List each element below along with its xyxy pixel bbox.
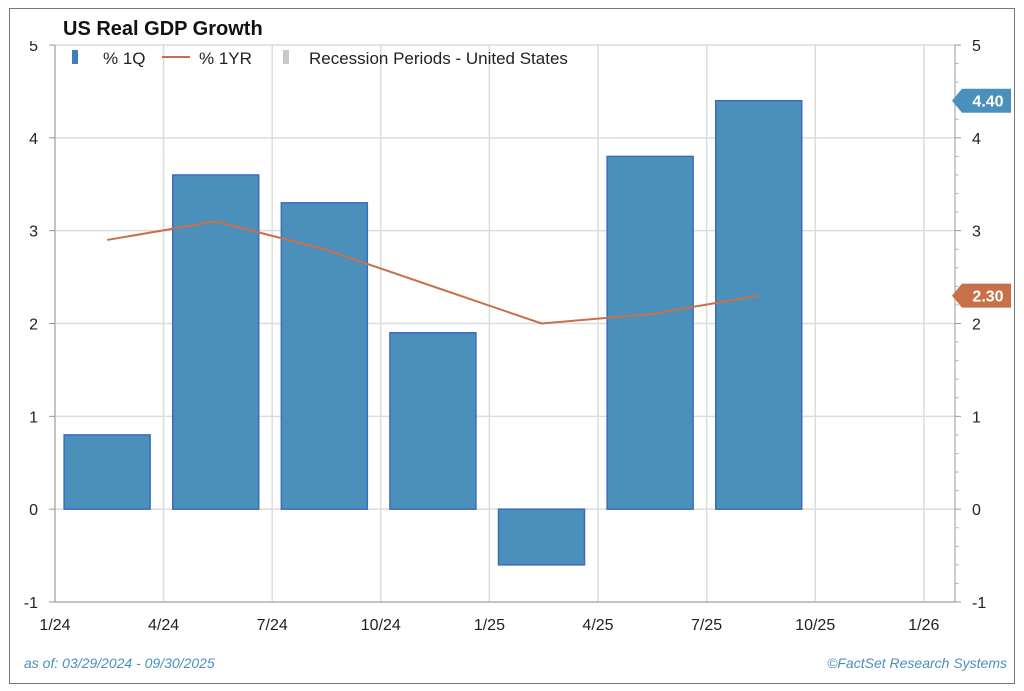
legend: % 1Q % 1YR Recession Periods - United Stat… xyxy=(72,49,568,68)
legend-label-recession: Recession Periods - United States xyxy=(309,49,568,68)
x-tick-label: 10/25 xyxy=(795,617,835,634)
y-tick-left: 2 xyxy=(29,317,38,334)
chart-title: US Real GDP Growth xyxy=(63,18,263,40)
x-tick-label: 1/24 xyxy=(39,617,70,634)
y-tick-right: 4 xyxy=(972,131,981,148)
y-tick-left: 1 xyxy=(29,409,38,426)
last-value-label: 2.30 xyxy=(972,289,1003,306)
bar-q2-2025 xyxy=(606,155,694,510)
x-tick-label: 7/24 xyxy=(257,617,288,634)
bar-q1-2025 xyxy=(497,508,586,566)
y-tick-left: 0 xyxy=(29,502,38,519)
x-tick-label: 1/26 xyxy=(908,617,939,634)
bar-q3-2025 xyxy=(714,99,803,510)
bar-q1-2024 xyxy=(63,434,151,510)
last-value-tag xyxy=(952,88,1011,113)
bar-q4-2024 xyxy=(389,332,477,510)
x-tick-label: 10/24 xyxy=(361,617,401,634)
last-value-tag xyxy=(952,283,1011,308)
last-value-label: 4.40 xyxy=(972,94,1003,111)
y-tick-left: 3 xyxy=(29,224,38,241)
legend-label-1yr: % 1YR xyxy=(199,49,252,68)
y-tick-right: 0 xyxy=(972,502,981,519)
chart-frame xyxy=(9,8,1015,684)
value-callouts: 4.40 2.30 xyxy=(952,88,1011,308)
y-tick-left: 4 xyxy=(29,131,38,148)
legend-label-1q: % 1Q xyxy=(103,49,146,68)
y-tick-right: 5 xyxy=(972,38,981,55)
bars xyxy=(63,99,803,566)
date-range: as of: 03/29/2024 - 09/30/2025 xyxy=(24,655,215,671)
y-tick-right: 1 xyxy=(972,409,981,426)
y-tick-right: 2 xyxy=(972,317,981,334)
bar-q2-2024 xyxy=(171,174,260,510)
bar-q3-2024 xyxy=(280,202,369,510)
legend-bar-swatch xyxy=(72,50,78,64)
x-tick-label: 4/25 xyxy=(582,617,613,634)
line-series xyxy=(106,220,759,325)
y-tick-left: 5 xyxy=(29,38,38,55)
x-tick-label: 7/25 xyxy=(691,617,722,634)
axes: -1 -1 0 0 1 1 2 2 3 3 4 4 5 5 1/24 4/24 7/24 10/24 1/25 4/2… xyxy=(24,38,987,634)
x-tick-label: 1/25 xyxy=(474,617,505,634)
y-tick-right: -1 xyxy=(972,595,986,612)
y-tick-right: 3 xyxy=(972,224,981,241)
y-tick-left: -1 xyxy=(24,595,38,612)
source-credit: ©FactSet Research Systems xyxy=(827,655,1007,671)
legend-recession-swatch xyxy=(283,50,289,64)
x-tick-label: 4/24 xyxy=(148,617,179,634)
